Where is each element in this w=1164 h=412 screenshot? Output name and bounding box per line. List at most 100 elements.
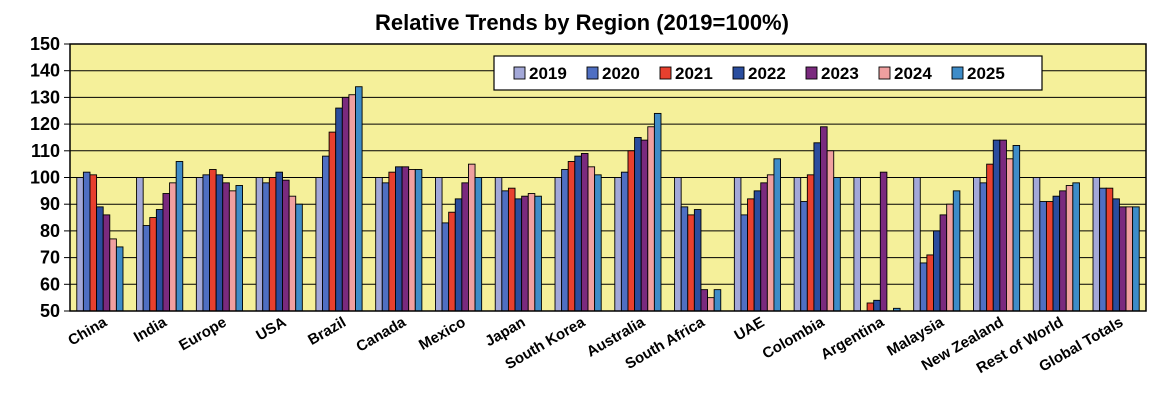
x-tick-label: Europe	[176, 314, 229, 355]
bar	[1132, 206, 1140, 312]
bar	[1072, 182, 1080, 312]
bar	[435, 177, 443, 312]
bar	[136, 177, 144, 312]
bar	[315, 177, 323, 312]
bar	[687, 214, 695, 312]
bar	[228, 190, 237, 312]
y-tick-label: 90	[40, 194, 60, 214]
bar	[501, 190, 509, 312]
bar	[939, 214, 948, 312]
legend-box	[493, 55, 1043, 91]
bar	[195, 177, 204, 312]
bar	[448, 211, 456, 312]
legend-swatch	[659, 66, 672, 80]
bar	[760, 182, 768, 312]
y-tick-label: 80	[40, 221, 60, 241]
bar	[561, 169, 569, 312]
bar	[454, 198, 463, 312]
bar	[574, 155, 582, 312]
bar	[275, 171, 283, 312]
bar	[169, 182, 177, 312]
bar	[873, 299, 881, 312]
bar	[507, 187, 516, 312]
legend-label: 2024	[894, 64, 932, 83]
bar	[1065, 185, 1074, 312]
bar	[766, 174, 775, 312]
bar	[461, 182, 469, 312]
bar	[388, 171, 396, 312]
bar	[202, 174, 210, 312]
bar	[879, 171, 888, 312]
x-tick-label: Brazil	[305, 314, 349, 349]
bar	[262, 182, 270, 312]
bar	[627, 150, 636, 312]
y-tick-label: 110	[31, 141, 60, 161]
bar	[820, 126, 828, 312]
x-tick-label: Argentina	[818, 313, 888, 363]
bar	[580, 153, 589, 312]
bar	[414, 169, 423, 312]
bar	[773, 158, 781, 312]
bar	[1112, 198, 1120, 312]
bar	[115, 246, 124, 312]
bar	[992, 139, 1001, 312]
bar	[793, 177, 802, 312]
legend-swatch	[951, 66, 964, 80]
y-tick-label: 120	[30, 114, 60, 134]
y-axis: 50 60 70 80 90 100 110 120 130 140 150	[30, 34, 70, 321]
bar	[1032, 177, 1041, 312]
bar	[700, 289, 709, 312]
bar	[1006, 158, 1014, 312]
bar	[1059, 190, 1067, 312]
bar	[933, 230, 941, 312]
legend-swatch	[513, 66, 526, 80]
x-tick-label: China	[65, 313, 110, 349]
bar	[567, 161, 576, 312]
bar	[1012, 145, 1021, 312]
bar	[740, 214, 748, 312]
bar	[853, 177, 861, 312]
bar	[142, 225, 151, 312]
bar	[647, 126, 655, 312]
bar	[926, 254, 934, 312]
bar	[521, 195, 529, 312]
bar	[1052, 195, 1061, 312]
bar	[155, 209, 164, 312]
bar	[468, 163, 476, 312]
legend-label: 2022	[748, 64, 786, 83]
bar	[494, 177, 503, 312]
bar	[693, 209, 702, 312]
bar	[222, 182, 230, 312]
bar	[288, 195, 297, 312]
x-tick-label: Canada	[353, 313, 409, 355]
x-tick-label: Japan	[482, 314, 528, 350]
bar	[1092, 177, 1101, 312]
x-tick-label: Colombia	[760, 313, 828, 362]
bar	[235, 185, 243, 312]
bar	[640, 139, 649, 312]
x-tick-label: UAE	[732, 314, 768, 345]
bar	[973, 177, 981, 312]
y-tick-label: 130	[30, 87, 60, 107]
bar	[395, 166, 403, 312]
bar	[913, 177, 921, 312]
bar	[554, 177, 563, 312]
bar	[986, 163, 994, 312]
y-tick-label: 140	[30, 61, 60, 81]
bar	[680, 206, 689, 312]
bar	[514, 198, 523, 312]
x-tick-label: Mexico	[416, 314, 469, 354]
bar	[1105, 187, 1114, 312]
bar	[1099, 187, 1107, 312]
bar	[826, 150, 835, 312]
bar	[328, 131, 337, 312]
bar	[999, 139, 1007, 312]
bar	[381, 182, 390, 312]
bar	[408, 169, 416, 312]
bar	[833, 177, 841, 312]
legend-label: 2025	[967, 64, 1005, 83]
bar	[1118, 206, 1127, 312]
bar	[713, 289, 722, 312]
bar	[747, 198, 755, 312]
